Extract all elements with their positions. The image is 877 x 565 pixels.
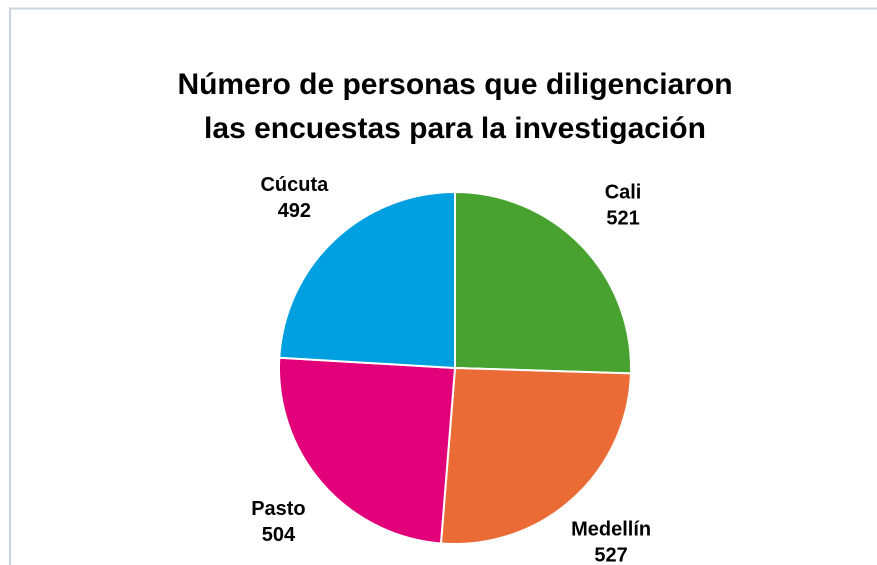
slice-value: 492 xyxy=(278,200,311,222)
pie-slice xyxy=(278,190,456,370)
slice-value: 527 xyxy=(594,545,627,565)
slice-value: 504 xyxy=(262,524,296,546)
pie-slice xyxy=(278,356,457,545)
chart-title: Número de personas que diligenciaron xyxy=(177,68,732,101)
chart-title: las encuestas para la investigación xyxy=(204,112,706,145)
slice-label: Medellín xyxy=(571,519,651,541)
slice-label: Cali xyxy=(605,181,642,203)
slice-label: Cúcuta xyxy=(260,174,329,196)
slice-value: 521 xyxy=(606,207,639,229)
slice-label: Pasto xyxy=(251,498,305,520)
pie-slice xyxy=(439,366,632,545)
pie-slice xyxy=(454,190,632,375)
frame xyxy=(9,7,877,565)
